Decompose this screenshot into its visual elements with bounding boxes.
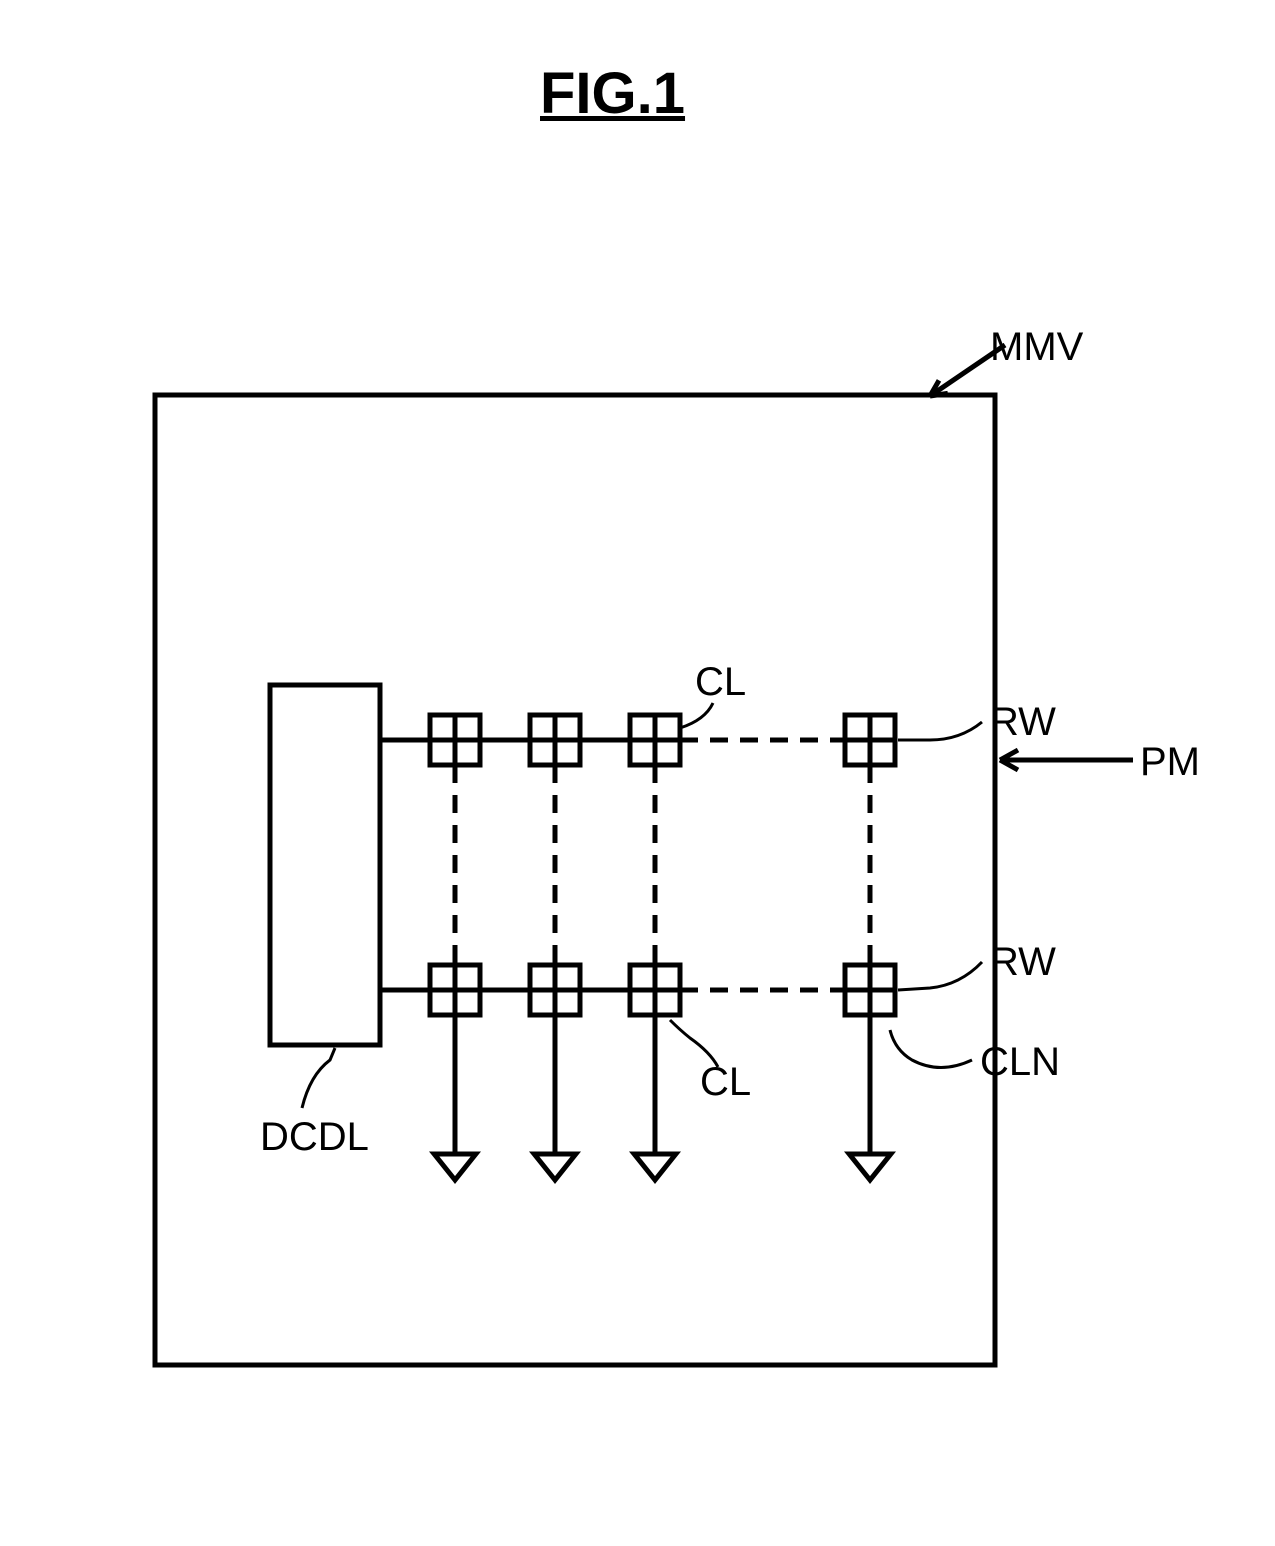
- label-cl-bottom: CL: [700, 1060, 751, 1105]
- label-cln: CLN: [980, 1040, 1060, 1085]
- label-rw-top: RW: [990, 700, 1056, 745]
- label-cl-top: CL: [695, 660, 746, 705]
- label-dcdl: DCDL: [260, 1115, 369, 1160]
- diagram-svg: [0, 0, 1275, 1546]
- label-pm: PM: [1140, 740, 1200, 785]
- label-mmv: MMV: [990, 325, 1083, 370]
- label-rw-bottom: RW: [990, 940, 1056, 985]
